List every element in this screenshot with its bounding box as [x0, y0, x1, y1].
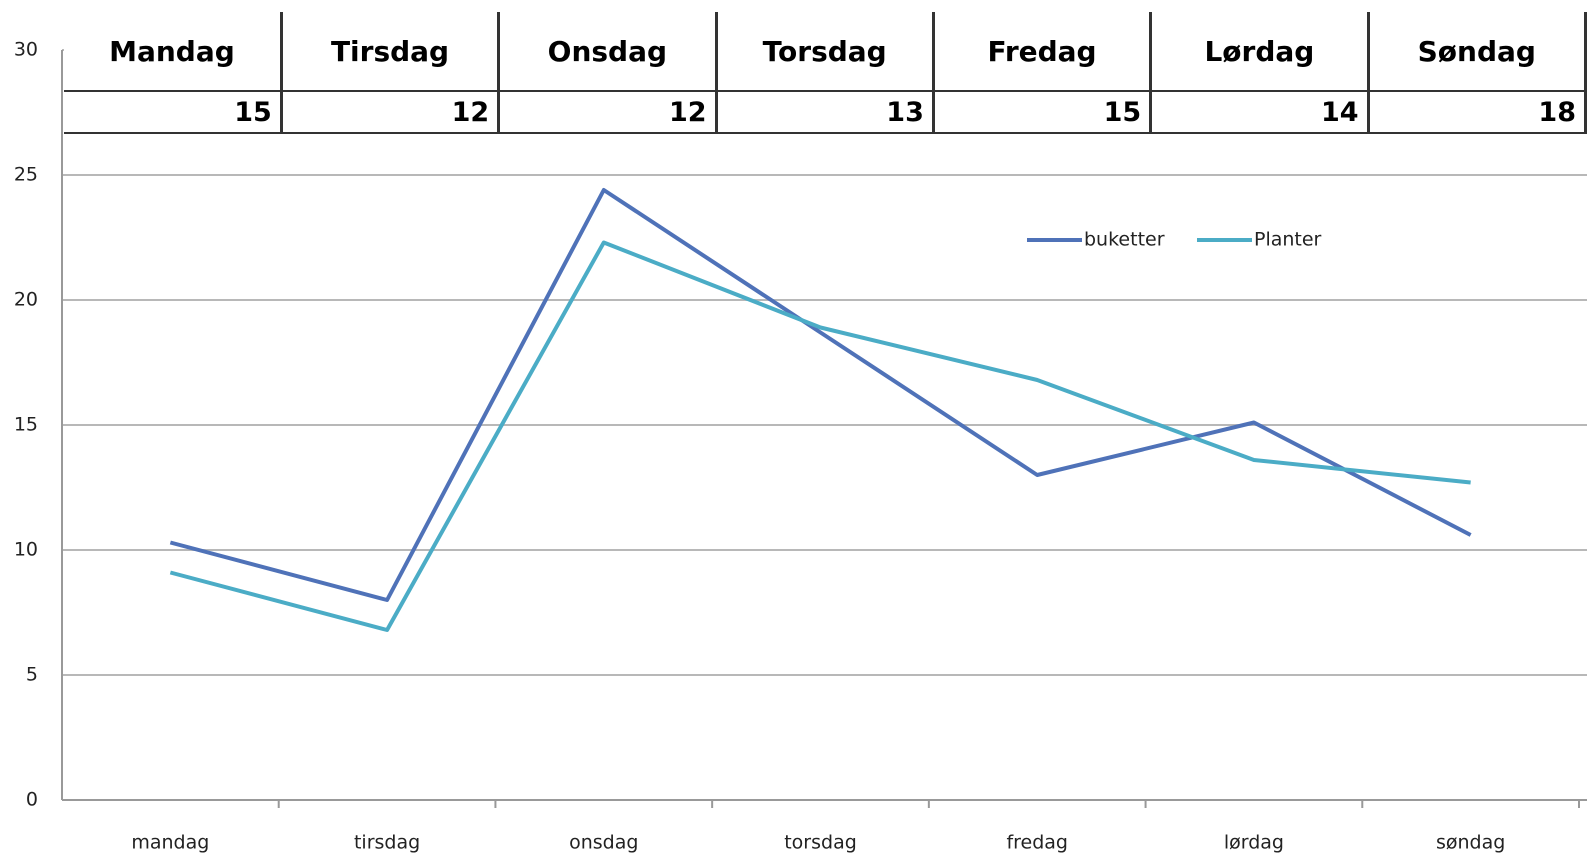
table-cell: 15 — [64, 91, 283, 134]
legend-label: buketter — [1084, 229, 1165, 251]
table-cell: 14 — [1150, 91, 1370, 134]
x-tick-label: onsdag — [569, 832, 638, 854]
y-tick-label: 0 — [26, 789, 38, 811]
y-tick-label: 10 — [14, 539, 38, 561]
table-header: Søndag — [1368, 12, 1587, 92]
y-tick-label: 30 — [14, 39, 38, 61]
table-header: Onsdag — [498, 12, 718, 92]
table-cell: 15 — [933, 91, 1153, 134]
table-cell: 18 — [1368, 91, 1587, 134]
y-tick-label: 25 — [14, 164, 38, 186]
y-tick-label: 5 — [26, 664, 38, 686]
x-tick-label: fredag — [1006, 832, 1068, 854]
table-cell: 12 — [281, 91, 501, 134]
table-header: Lørdag — [1150, 12, 1370, 92]
x-tick-label: tirsdag — [354, 832, 420, 854]
x-tick-label: lørdag — [1224, 832, 1284, 854]
table-cell: 12 — [498, 91, 718, 134]
table-header: Torsdag — [716, 12, 935, 92]
table-header: Mandag — [64, 12, 283, 92]
series-line — [169, 240, 1471, 632]
x-tick-label: søndag — [1436, 832, 1505, 854]
table-header: Tirsdag — [281, 12, 501, 92]
y-tick-label: 15 — [14, 414, 38, 436]
x-tick-label: mandag — [131, 832, 209, 854]
series-line — [169, 188, 1472, 602]
table-cell: 13 — [716, 91, 935, 134]
x-tick-label: torsdag — [784, 832, 857, 854]
day-table: Mandag Tirsdag Onsdag Torsdag Fredag Lørdag Sø… — [64, 12, 1587, 134]
legend-label: Planter — [1254, 229, 1322, 251]
y-tick-label: 20 — [14, 289, 38, 311]
table-header: Fredag — [933, 12, 1153, 92]
